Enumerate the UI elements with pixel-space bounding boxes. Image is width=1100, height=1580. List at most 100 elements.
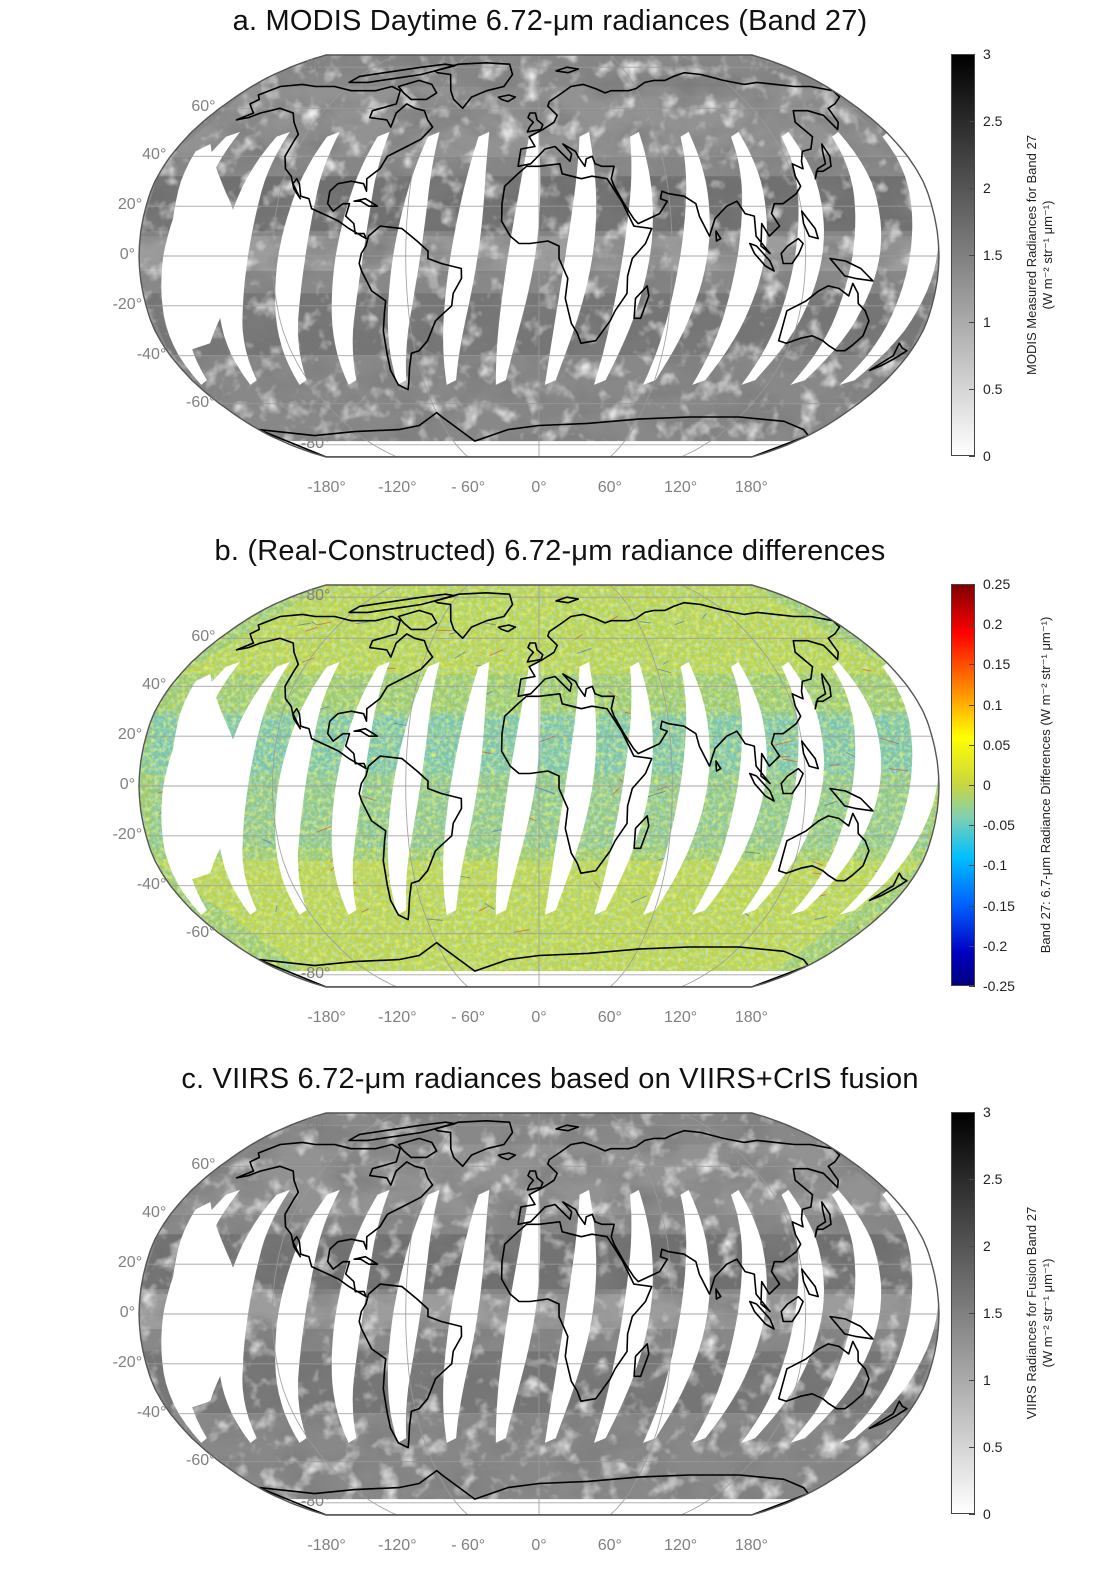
lat-tick-label: -20°	[72, 1354, 142, 1372]
lon-tick-label: - 60°	[433, 479, 503, 497]
colorbar-tick-mark	[969, 946, 975, 947]
lon-tick-label: -120°	[362, 1537, 432, 1555]
colorbar-tick-label: 0.15	[983, 656, 1010, 672]
lat-tick-label: 80°	[260, 57, 330, 75]
colorbar-tick-label: 1	[983, 314, 991, 330]
lat-tick-label: 80°	[260, 587, 330, 605]
colorbar-tick-label: 2	[983, 180, 991, 196]
colorbar-tick-label: -0.25	[983, 978, 1015, 994]
colorbar-label-line1: VIIRS Radiances for Fusion Band 27	[1024, 1113, 1040, 1513]
lat-tick-label: -80°	[260, 1493, 330, 1511]
colorbar-label-units: (W m⁻² str⁻¹ μm⁻¹)	[1040, 55, 1056, 455]
colorbar-tick-mark	[969, 121, 975, 122]
lat-tick-label: -40°	[96, 876, 166, 894]
colorbar-tick-label: 1	[983, 1372, 991, 1388]
lat-tick-label: 40°	[96, 676, 166, 694]
colorbar-tick-mark	[969, 664, 975, 665]
lon-tick-label: 60°	[575, 479, 645, 497]
colorbar-tick-mark	[969, 54, 975, 55]
lat-tick-label: 40°	[96, 146, 166, 164]
colorbar-tick-label: 3	[983, 46, 991, 62]
colorbar-label: VIIRS Radiances for Fusion Band 27(W m⁻²…	[1024, 1113, 1056, 1513]
lat-tick-label: 20°	[72, 726, 142, 744]
lat-tick-label: -60°	[146, 394, 216, 412]
lat-tick-label: -40°	[96, 346, 166, 364]
colorbar-tick-label: 0.5	[983, 1439, 1002, 1455]
lon-tick-label: -180°	[292, 479, 362, 497]
map-field	[139, 55, 939, 457]
panel-a: a. MODIS Daytime 6.72-μm radiances (Band…	[0, 0, 1100, 522]
lon-tick-label: -120°	[362, 1009, 432, 1027]
lat-tick-label: 40°	[96, 1204, 166, 1222]
colorbar-tick-mark	[969, 1179, 975, 1180]
lat-tick-label: 60°	[146, 98, 216, 116]
colorbar-tick-label: 0.05	[983, 737, 1010, 753]
colorbar-tick-label: 0.25	[983, 576, 1010, 592]
colorbar-tick-mark	[969, 456, 975, 457]
map-field	[139, 1113, 939, 1515]
colorbar-tick-mark	[969, 389, 975, 390]
lon-tick-label: 60°	[575, 1537, 645, 1555]
colorbar-tick-mark	[969, 1447, 975, 1448]
colorbar-tick-label: 0.1	[983, 697, 1002, 713]
colorbar-tick-mark	[969, 825, 975, 826]
colorbar-label-line1: Band 27: 6.7-μm Radiance Differences (W …	[1038, 585, 1054, 985]
map-canvas	[0, 530, 1100, 1052]
lon-tick-label: -180°	[292, 1009, 362, 1027]
colorbar-tick-mark	[969, 1380, 975, 1381]
colorbar-tick-label: -0.2	[983, 938, 1007, 954]
lat-tick-label: 80°	[260, 1115, 330, 1133]
lat-tick-label: 0°	[65, 246, 135, 264]
lat-tick-label: -80°	[260, 965, 330, 983]
map-canvas	[0, 0, 1100, 522]
colorbar-label-units: (W m⁻² str⁻¹ μm⁻¹)	[1040, 1113, 1056, 1513]
lon-tick-label: 180°	[716, 1537, 786, 1555]
colorbar-tick-mark	[969, 705, 975, 706]
colorbar-tick-mark	[969, 1514, 975, 1515]
lon-tick-label: 120°	[646, 479, 716, 497]
map-canvas	[0, 1058, 1100, 1580]
colorbar-tick-mark	[969, 785, 975, 786]
lat-tick-label: 20°	[72, 1254, 142, 1272]
lon-tick-label: 120°	[646, 1537, 716, 1555]
colorbar-tick-label: 1.5	[983, 1305, 1002, 1321]
colorbar-tick-mark	[969, 1246, 975, 1247]
colorbar-tick-mark	[969, 624, 975, 625]
colorbar-tick-mark	[969, 865, 975, 866]
lat-tick-label: -60°	[146, 924, 216, 942]
lat-tick-label: 0°	[65, 1304, 135, 1322]
colorbar-tick-mark	[969, 906, 975, 907]
lon-tick-label: 0°	[504, 1009, 574, 1027]
colorbar-tick-mark	[969, 1112, 975, 1113]
colorbar-tick-label: 1.5	[983, 247, 1002, 263]
lon-tick-label: - 60°	[433, 1009, 503, 1027]
lat-tick-label: -60°	[146, 1452, 216, 1470]
lat-tick-label: 60°	[146, 628, 216, 646]
lon-tick-label: 120°	[646, 1009, 716, 1027]
lat-tick-label: -80°	[260, 435, 330, 453]
lon-tick-label: - 60°	[433, 1537, 503, 1555]
lon-tick-label: 0°	[504, 1537, 574, 1555]
colorbar-tick-label: 0.2	[983, 616, 1002, 632]
colorbar-tick-label: 0	[983, 777, 991, 793]
colorbar-tick-label: 0	[983, 448, 991, 464]
colorbar-tick-label: 2.5	[983, 1171, 1002, 1187]
colorbar-label: MODIS Measured Radiances for Band 27(W m…	[1024, 55, 1056, 455]
colorbar-tick-mark	[969, 986, 975, 987]
colorbar-tick-label: 2.5	[983, 113, 1002, 129]
colorbar-tick-label: -0.15	[983, 898, 1015, 914]
colorbar-tick-label: 0	[983, 1506, 991, 1522]
colorbar-tick-mark	[969, 584, 975, 585]
colorbar-label: Band 27: 6.7-μm Radiance Differences (W …	[1038, 585, 1054, 985]
colorbar-tick-label: 2	[983, 1238, 991, 1254]
panel-c: c. VIIRS 6.72-μm radiances based on VIIR…	[0, 1058, 1100, 1580]
colorbar-tick-label: 0.5	[983, 381, 1002, 397]
lat-tick-label: -20°	[72, 826, 142, 844]
lon-tick-label: 60°	[575, 1009, 645, 1027]
colorbar-tick-mark	[969, 745, 975, 746]
lat-tick-label: -20°	[72, 296, 142, 314]
lat-tick-label: 60°	[146, 1156, 216, 1174]
lon-tick-label: 180°	[716, 1009, 786, 1027]
colorbar-tick-label: -0.05	[983, 817, 1015, 833]
lon-tick-label: 180°	[716, 479, 786, 497]
